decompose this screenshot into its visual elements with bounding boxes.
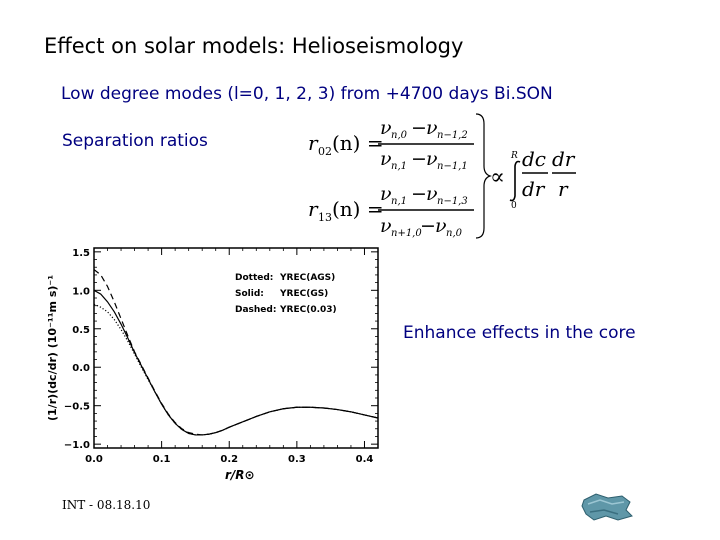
nu-symbol: ν: [380, 117, 392, 139]
y-tick-label: −0.5: [64, 402, 90, 413]
legend-series-name: YREC(GS): [279, 289, 328, 299]
page-title: Effect on solar models: Helioseismology: [44, 34, 464, 58]
r02-symbol: r: [308, 131, 319, 155]
r13-subscript: 13: [318, 211, 332, 224]
dr-numerator: dr: [552, 147, 576, 171]
enhance-effects-note: Enhance effects in the core: [403, 323, 636, 343]
y-axis-label: (1/r)(dc/dr) (10⁻¹¹m s)⁻¹: [46, 275, 59, 421]
x-tick-label: 0.0: [85, 454, 103, 465]
den02-a-subscript: n,1: [391, 161, 407, 172]
separation-ratio-formula: r 02 (n) = ν n,0 − ν n−1,2 ν n,1 − ν n−1…: [308, 113, 521, 239]
r-denominator: r: [558, 177, 569, 201]
proportional-symbol: ∝: [490, 165, 505, 190]
legend-series-name: YREC(0.03): [279, 305, 337, 315]
den13-b-subscript: n,0: [446, 228, 463, 239]
x-tick-label: 0.4: [356, 454, 374, 465]
separation-ratios-label: Separation ratios: [62, 131, 208, 151]
r02-subscript: 02: [318, 145, 332, 158]
series-line-yrec-0-03-: [93, 269, 379, 436]
nu-symbol: ν: [426, 183, 438, 205]
x-tick-label: 0.3: [288, 454, 306, 465]
chart-series: [93, 269, 379, 436]
den02-b-subscript: n−1,1: [437, 161, 468, 172]
minus-sign: −: [411, 148, 427, 170]
num13-b-subscript: n−1,3: [437, 196, 468, 207]
integral-lower-limit: 0: [511, 201, 517, 211]
y-tick-label: −1.0: [64, 440, 90, 451]
r13-symbol: r: [308, 197, 319, 221]
x-tick-label: 0.1: [153, 454, 171, 465]
legend-series-name: YREC(AGS): [279, 273, 335, 283]
nu-symbol: ν: [426, 117, 438, 139]
dr-denominator: dr: [522, 177, 546, 201]
nu-symbol: ν: [426, 148, 438, 170]
subtitle: Low degree modes (l=0, 1, 2, 3) from +47…: [61, 84, 553, 104]
num02-a-subscript: n,0: [391, 130, 408, 141]
series-line-yrec-ags-: [93, 303, 379, 436]
num02-b-subscript: n−1,2: [437, 130, 468, 141]
y-tick-label: 0.0: [72, 363, 90, 374]
x-axis-label: r/R⊙: [225, 468, 255, 482]
navigation-logo-icon[interactable]: [578, 490, 636, 524]
chart-axes: 0.0 0.1 0.2 0.3 0.4 1.5 1.0 0.5 0.0 −0.5 −1.0: [64, 247, 379, 465]
minus-sign: −: [411, 117, 427, 139]
integral-upper-limit: R: [510, 151, 518, 161]
plot-frame: [93, 247, 379, 449]
integrand: dc dr dr r: [522, 147, 576, 201]
minus-sign: −: [411, 183, 427, 205]
y-tick-label: 1.0: [72, 286, 90, 297]
chart-legend: Dotted: YREC(AGS) Solid: YREC(GS)Dashed: YRE…: [235, 273, 337, 315]
r02-argument: (n) =: [332, 131, 384, 155]
r13-argument: (n) =: [332, 197, 384, 221]
nu-symbol: ν: [380, 148, 392, 170]
num13-a-subscript: n,1: [391, 196, 407, 207]
legend-style-label: Dashed:: [235, 305, 276, 315]
nu-symbol: ν: [380, 183, 392, 205]
nu-symbol: ν: [380, 215, 392, 237]
sound-speed-gradient-chart: 0.0 0.1 0.2 0.3 0.4 1.5 1.0 0.5 0.0 −0.5 −1.0 Dott…: [46, 247, 379, 482]
nu-symbol: ν: [435, 215, 447, 237]
dc-numerator: dc: [522, 147, 546, 171]
y-tick-label: 0.5: [72, 325, 90, 336]
legend-style-label: Solid:: [235, 289, 264, 299]
footer-date: INT - 08.18.10: [62, 498, 151, 512]
y-tick-label: 1.5: [72, 248, 90, 259]
right-brace: [475, 113, 492, 239]
den13-a-subscript: n+1,0: [391, 228, 422, 239]
legend-style-label: Dotted:: [235, 273, 273, 283]
x-tick-label: 0.2: [220, 454, 238, 465]
minus-sign: −: [420, 215, 436, 237]
integral-sign: [509, 160, 521, 202]
